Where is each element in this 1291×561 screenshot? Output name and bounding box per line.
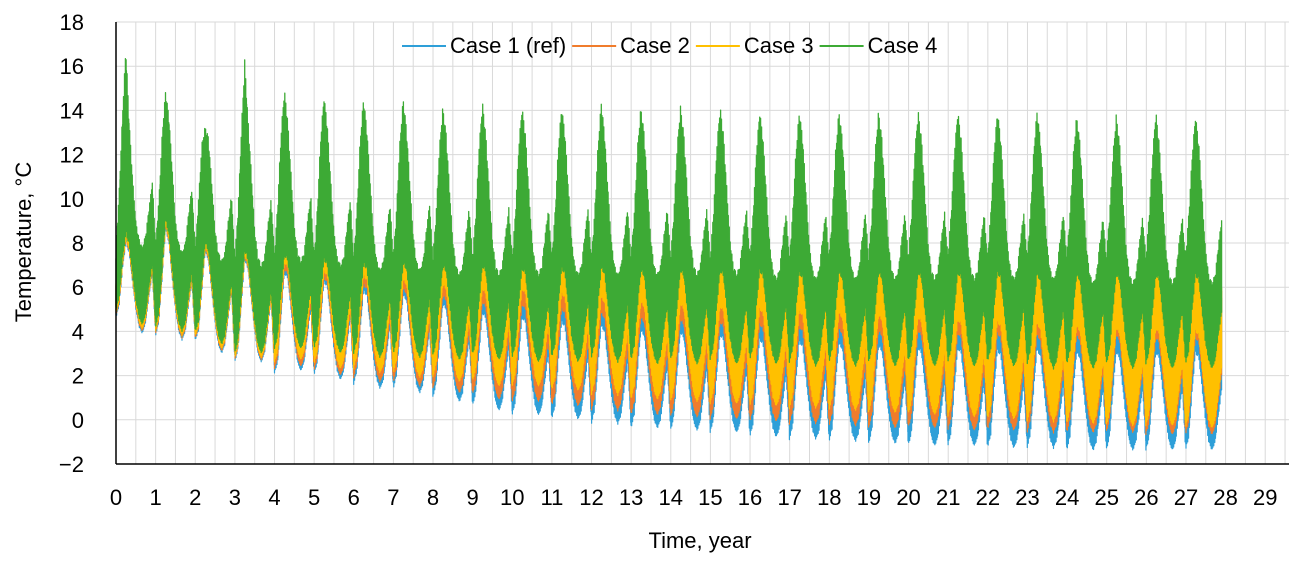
x-tick-label: 25 [1094, 485, 1118, 510]
x-tick-label: 14 [659, 485, 683, 510]
x-tick-label: 18 [817, 485, 841, 510]
x-tick-label: 4 [268, 485, 280, 510]
x-tick-label: 17 [777, 485, 801, 510]
x-tick-label: 20 [896, 485, 920, 510]
y-tick-label: 18 [60, 10, 84, 35]
legend-item: Case 4 [819, 33, 938, 58]
legend-item: Case 1 (ref) [402, 33, 566, 58]
x-tick-label: 16 [738, 485, 762, 510]
plot-area [115, 58, 1223, 451]
x-tick-label: 15 [698, 485, 722, 510]
x-tick-labels: 0 1 2 3 4 5 6 7 8 9 10 11 12 13 14 15 16 17 18 19 20 21 22 23 24… [110, 485, 1278, 510]
x-tick-label: 1 [150, 485, 162, 510]
x-axis-title: Time, year [648, 528, 751, 553]
y-tick-label: 2 [72, 364, 84, 389]
legend: Case 1 (ref) Case 2 Case 3 Case 4 [402, 33, 937, 58]
x-tick-label: 28 [1213, 485, 1237, 510]
x-tick-label: 26 [1134, 485, 1158, 510]
x-tick-label: 5 [308, 485, 320, 510]
x-tick-label: 7 [387, 485, 399, 510]
x-tick-label: 6 [348, 485, 360, 510]
x-tick-label: 8 [427, 485, 439, 510]
x-tick-label: 2 [189, 485, 201, 510]
x-tick-label: 23 [1015, 485, 1039, 510]
y-tick-label: 16 [60, 54, 84, 79]
y-tick-labels: 18 16 14 12 10 8 6 4 2 0 −2 [59, 10, 84, 477]
series-4 [115, 58, 1223, 370]
x-tick-label: 29 [1253, 485, 1277, 510]
x-tick-label: 0 [110, 485, 122, 510]
x-tick-label: 24 [1055, 485, 1079, 510]
x-tick-label: 27 [1174, 485, 1198, 510]
x-tick-label: 21 [936, 485, 960, 510]
x-tick-label: 9 [467, 485, 479, 510]
y-tick-label: 10 [60, 187, 84, 212]
x-tick-label: 11 [540, 485, 563, 510]
series-line [115, 58, 1223, 370]
y-tick-label: −2 [59, 452, 84, 477]
axes [115, 22, 1289, 465]
x-tick-label: 12 [579, 485, 603, 510]
y-tick-label: 4 [72, 319, 84, 344]
legend-item: Case 2 [572, 33, 690, 58]
legend-label: Case 2 [620, 33, 690, 58]
x-tick-label: 10 [500, 485, 524, 510]
y-axis-title: Temperature, °C [11, 162, 36, 323]
x-tick-label: 3 [229, 485, 241, 510]
y-tick-label: 12 [60, 143, 84, 168]
y-tick-label: 14 [60, 98, 84, 123]
x-tick-label: 22 [976, 485, 1000, 510]
legend-label: Case 4 [868, 33, 938, 58]
legend-label: Case 3 [744, 33, 814, 58]
x-tick-label: 13 [619, 485, 643, 510]
legend-item: Case 3 [695, 33, 814, 58]
y-tick-label: 0 [72, 408, 84, 433]
x-tick-label: 19 [857, 485, 881, 510]
y-tick-label: 8 [72, 231, 84, 256]
y-tick-label: 6 [72, 275, 84, 300]
legend-label: Case 1 (ref) [450, 33, 566, 58]
